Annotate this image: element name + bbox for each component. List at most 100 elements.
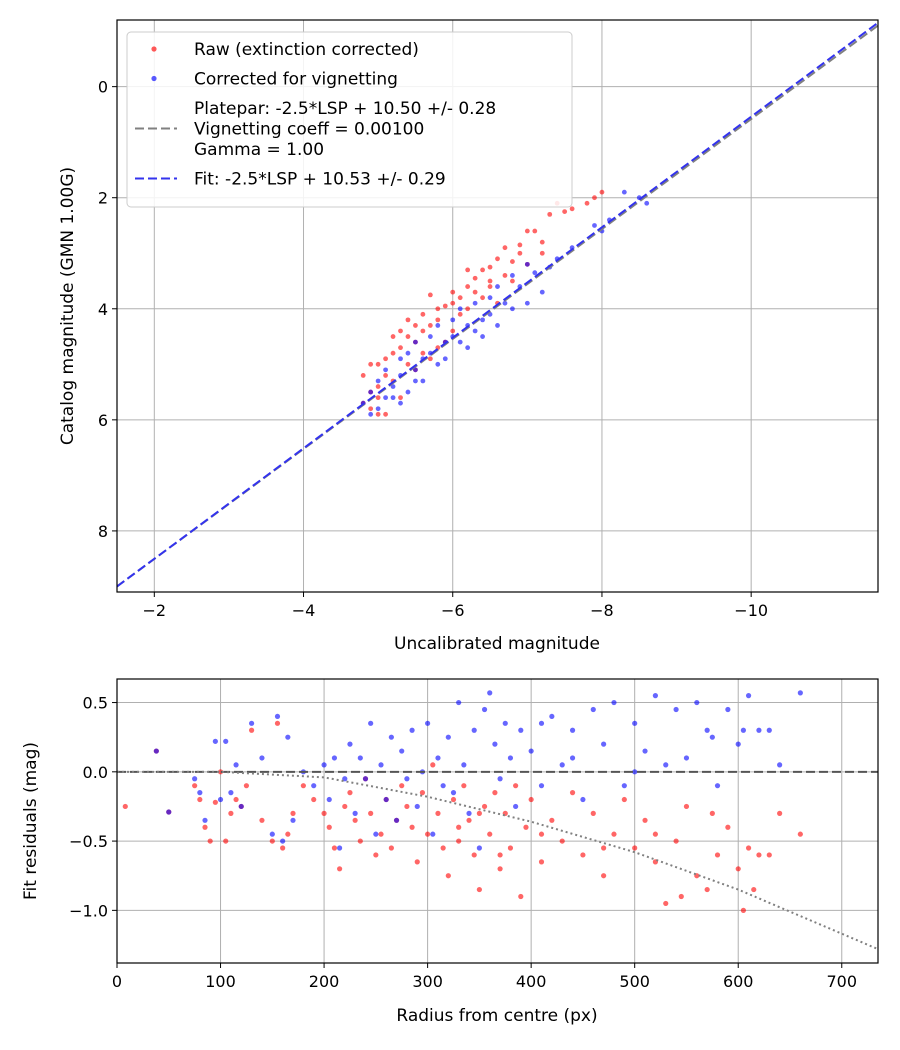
bottom-data-point bbox=[259, 817, 265, 823]
top-data-point bbox=[375, 406, 381, 412]
bottom-data-point bbox=[590, 810, 596, 816]
bottom-x-tick-label: 400 bbox=[516, 972, 547, 991]
top-data-point bbox=[398, 395, 403, 401]
bottom-data-point bbox=[590, 706, 596, 713]
top-data-point bbox=[510, 306, 515, 312]
top-data-point bbox=[450, 289, 456, 295]
top-data-point bbox=[375, 395, 381, 401]
top-data-point bbox=[390, 395, 396, 401]
top-x-tick-label: −10 bbox=[734, 601, 768, 620]
bottom-data-point bbox=[233, 796, 239, 803]
top-data-point bbox=[398, 328, 403, 334]
top-data-point bbox=[524, 300, 530, 306]
bottom-data-point bbox=[471, 852, 477, 858]
top-data-point bbox=[539, 250, 545, 256]
bottom-data-point bbox=[601, 741, 607, 747]
top-data-point bbox=[420, 378, 426, 384]
top-data-point bbox=[375, 384, 381, 389]
bottom-data-point bbox=[797, 831, 803, 837]
bottom-data-point bbox=[476, 845, 482, 851]
bottom-data-point bbox=[352, 810, 358, 816]
bottom-data-point bbox=[357, 755, 363, 761]
bottom-data-point bbox=[601, 845, 607, 851]
bottom-data-point bbox=[663, 900, 669, 907]
top-data-point bbox=[383, 411, 388, 417]
bottom-data-point bbox=[611, 831, 617, 837]
bottom-data-point bbox=[409, 727, 415, 733]
top-data-point bbox=[487, 295, 493, 301]
top-data-point bbox=[569, 206, 575, 212]
bottom-data-point bbox=[300, 783, 306, 789]
top-data-point bbox=[405, 389, 411, 395]
legend-entry-text: Gamma = 1.00 bbox=[194, 140, 324, 160]
top-x-axis-label: Uncalibrated magnitude bbox=[394, 634, 600, 654]
top-data-point bbox=[420, 311, 426, 317]
bottom-data-point bbox=[321, 762, 327, 768]
bottom-data-point bbox=[404, 803, 410, 810]
bottom-data-point bbox=[735, 741, 741, 747]
top-data-point bbox=[427, 323, 433, 328]
bottom-data-point bbox=[233, 762, 239, 768]
bottom-data-point bbox=[549, 713, 555, 720]
bottom-data-point bbox=[223, 838, 229, 844]
bottom-data-point bbox=[714, 783, 721, 789]
bottom-data-point bbox=[507, 845, 514, 851]
bottom-data-point bbox=[528, 748, 534, 754]
bottom-data-point bbox=[481, 803, 488, 810]
top-data-point bbox=[480, 295, 485, 301]
bottom-data-point bbox=[652, 693, 658, 699]
bottom-x-tick-label: 100 bbox=[205, 972, 236, 991]
bottom-data-point bbox=[621, 783, 627, 789]
bottom-data-point bbox=[683, 755, 690, 761]
bottom-data-point bbox=[326, 796, 332, 803]
top-data-point bbox=[442, 356, 448, 362]
bottom-x-tick-label: 500 bbox=[619, 972, 650, 991]
top-data-point bbox=[502, 300, 508, 306]
bottom-data-point bbox=[580, 852, 586, 858]
bottom-data-point bbox=[492, 790, 498, 796]
bottom-data-point bbox=[248, 720, 255, 726]
bottom-y-tick-label: −0.5 bbox=[69, 832, 108, 851]
top-x-tick-label: −6 bbox=[441, 601, 465, 620]
bottom-data-point bbox=[642, 748, 648, 754]
top-data-point bbox=[472, 275, 478, 281]
bottom-data-point bbox=[497, 866, 503, 872]
top-data-point bbox=[375, 411, 381, 417]
bottom-data-point bbox=[777, 762, 783, 768]
bottom-data-point bbox=[368, 720, 374, 726]
bottom-data-point bbox=[399, 748, 405, 754]
bottom-data-point bbox=[414, 803, 420, 810]
bottom-data-point bbox=[331, 755, 338, 761]
top-data-point bbox=[592, 223, 597, 228]
top-data-point bbox=[457, 295, 463, 301]
top-data-point bbox=[435, 306, 441, 312]
bottom-data-point bbox=[202, 817, 208, 823]
bottom-data-point bbox=[652, 831, 658, 837]
bottom-data-point bbox=[456, 838, 462, 844]
top-data-point bbox=[644, 200, 650, 206]
top-data-point bbox=[435, 361, 441, 367]
bottom-data-point bbox=[481, 706, 488, 713]
bottom-data-point bbox=[337, 866, 343, 872]
bottom-data-point bbox=[223, 738, 229, 744]
top-data-point bbox=[450, 328, 456, 334]
bottom-data-point bbox=[435, 810, 441, 816]
bottom-data-point bbox=[611, 699, 617, 706]
bottom-data-point bbox=[393, 817, 400, 823]
top-data-point bbox=[517, 242, 523, 248]
bottom-data-point bbox=[337, 845, 343, 851]
bottom-data-point bbox=[528, 796, 534, 803]
bottom-data-point bbox=[487, 831, 493, 837]
bottom-x-tick-label: 600 bbox=[723, 972, 754, 991]
bottom-data-point bbox=[357, 838, 363, 844]
top-x-tick-label: −4 bbox=[292, 601, 316, 620]
bottom-data-point bbox=[549, 817, 555, 823]
bottom-data-point bbox=[326, 824, 332, 830]
bottom-data-point bbox=[456, 824, 462, 830]
bottom-data-point bbox=[709, 734, 715, 740]
top-data-point bbox=[495, 323, 500, 328]
bottom-data-point bbox=[280, 838, 286, 844]
top-data-point bbox=[405, 334, 411, 339]
top-data-point bbox=[480, 317, 485, 323]
